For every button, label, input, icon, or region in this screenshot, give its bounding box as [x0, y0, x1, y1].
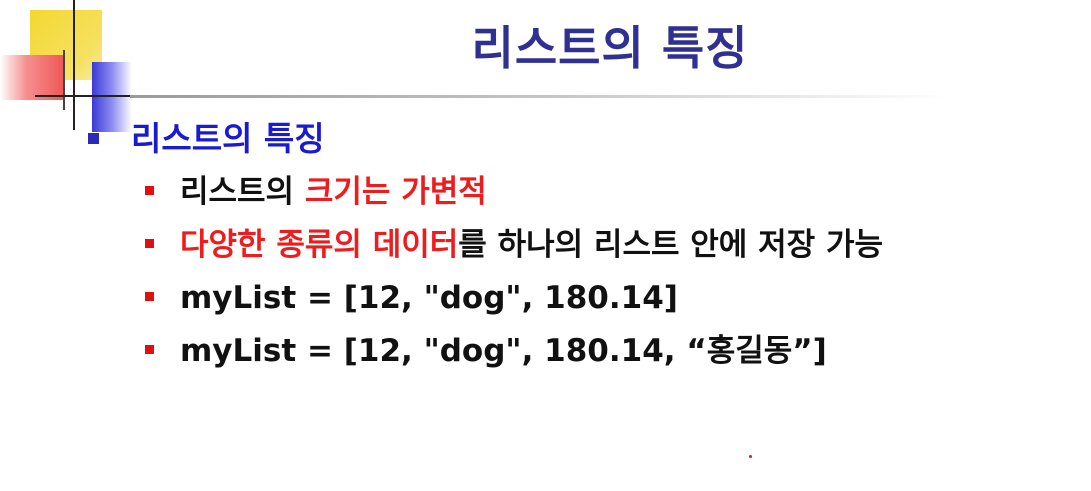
level1-text: 리스트의 특징: [131, 119, 325, 158]
title-underline: [130, 95, 950, 98]
item-text: 를 하나의 리스트 안에 저장 가능: [458, 227, 883, 263]
item-emphasis: 다양한 종류의 데이터: [180, 227, 459, 263]
decor-blue-square: [92, 62, 132, 132]
decor-vertical-line: [73, 0, 75, 130]
bullet-list: 리스트의 크기는 가변적 다양한 종류의 데이터를 하나의 리스트 안에 저장 …: [145, 168, 1075, 380]
item-text: myList = [12, "dog", 180.14, “홍길동”]: [180, 333, 827, 369]
item-text: myList = [12, "dog", 180.14]: [180, 280, 678, 316]
level1-bullet-item: 리스트의 특징: [88, 112, 325, 160]
decor-horizontal-line: [35, 95, 130, 97]
list-item: 다양한 종류의 데이터를 하나의 리스트 안에 저장 가능: [145, 221, 1075, 269]
item-text: 리스트의: [180, 174, 305, 210]
square-bullet-icon: [88, 132, 99, 144]
list-item: myList = [12, "dog", 180.14]: [145, 274, 1075, 322]
decor-red-square: [0, 55, 65, 100]
item-emphasis: 크기는 가변적: [304, 174, 487, 210]
square-bullet-icon: [145, 345, 154, 354]
slide-title: 리스트의 특징: [471, 21, 749, 75]
decor-vertical-line-2: [63, 50, 65, 110]
list-item: myList = [12, "dog", 180.14, “홍길동”]: [145, 327, 1075, 375]
square-bullet-icon: [145, 239, 154, 248]
square-bullet-icon: [145, 292, 154, 301]
square-bullet-icon: [145, 186, 154, 195]
list-item: 리스트의 크기는 가변적: [145, 168, 1075, 216]
stray-dot: [749, 455, 752, 458]
